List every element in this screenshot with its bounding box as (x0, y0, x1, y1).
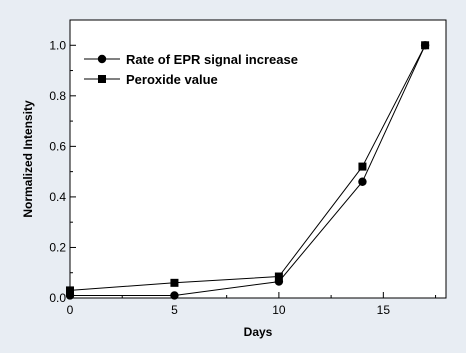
y-tick-label: 1.0 (49, 38, 66, 52)
data-point-square (170, 278, 179, 287)
x-tick-label: 0 (67, 303, 74, 317)
y-tick-label: 0.8 (49, 89, 66, 103)
x-tick-label: 10 (272, 303, 286, 317)
data-point-square (421, 41, 430, 50)
y-tick-label: 0.2 (49, 240, 66, 254)
axis-ticks: 0 5 10 15 0.0 0.2 0.4 0.6 0.8 1.0 (49, 38, 437, 317)
data-point-square (66, 286, 74, 295)
data-point-circle (170, 291, 179, 300)
legend-label-1: Rate of EPR signal increase (126, 52, 298, 67)
y-tick-label: 0.6 (49, 139, 66, 153)
data-point-square (358, 162, 367, 171)
y-axis-title: Normalized Intensity (21, 100, 35, 218)
legend: Rate of EPR signal increase Peroxide val… (84, 52, 298, 87)
data-point-circle (358, 177, 367, 186)
x-axis-title: Days (244, 325, 273, 339)
x-tick-label: 5 (171, 303, 178, 317)
legend-entry-1: Rate of EPR signal increase (84, 52, 298, 67)
legend-marker-circle (97, 54, 107, 64)
legend-marker-square (98, 75, 106, 83)
data-markers (65, 41, 430, 300)
y-tick-label: 0.4 (49, 190, 66, 204)
data-point-square (274, 272, 283, 281)
legend-entry-2: Peroxide value (84, 72, 218, 87)
plot-area (69, 19, 447, 299)
legend-label-2: Peroxide value (126, 72, 218, 87)
x-tick-label: 15 (377, 303, 391, 317)
y-tick-label: 0.0 (49, 291, 66, 305)
